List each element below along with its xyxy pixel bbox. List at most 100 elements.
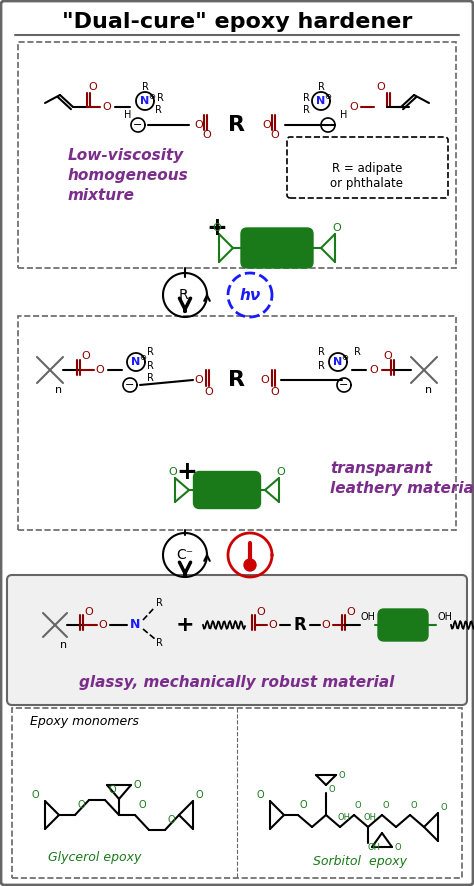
Text: Glycerol epoxy: Glycerol epoxy — [48, 851, 142, 865]
Text: −: − — [125, 380, 135, 390]
Text: R: R — [155, 638, 163, 648]
Text: O: O — [383, 351, 392, 361]
Text: R: R — [318, 82, 324, 92]
Bar — [18, 42, 456, 268]
Text: H: H — [124, 110, 132, 120]
Text: O: O — [350, 102, 358, 112]
Text: O: O — [346, 607, 356, 617]
Text: ⊕: ⊕ — [148, 91, 155, 100]
FancyBboxPatch shape — [7, 575, 467, 705]
Text: +: + — [207, 216, 228, 240]
Text: O: O — [271, 387, 279, 397]
Text: R: R — [228, 115, 246, 135]
Text: O: O — [339, 771, 346, 780]
Bar — [18, 316, 456, 530]
Text: −: − — [133, 120, 143, 130]
Text: O: O — [277, 467, 285, 477]
Text: OH: OH — [438, 612, 453, 622]
Text: leathery material: leathery material — [330, 480, 474, 495]
Text: O: O — [383, 800, 389, 810]
Text: ⊕: ⊕ — [139, 353, 146, 361]
Text: O: O — [96, 365, 104, 375]
FancyBboxPatch shape — [241, 228, 313, 268]
Text: Low-viscosity: Low-viscosity — [68, 147, 184, 162]
Text: O: O — [333, 223, 341, 233]
Text: O: O — [377, 82, 385, 92]
Text: ⊕: ⊕ — [341, 353, 348, 361]
Text: R: R — [155, 598, 163, 608]
Text: homogeneous: homogeneous — [68, 167, 189, 183]
Text: O: O — [133, 780, 141, 790]
Text: "Dual-cure" epoxy hardener: "Dual-cure" epoxy hardener — [62, 12, 412, 32]
Text: R: R — [354, 347, 360, 357]
Text: O: O — [271, 130, 279, 140]
Text: O: O — [195, 790, 203, 800]
Text: O: O — [322, 620, 330, 630]
Text: Sorbitol  epoxy: Sorbitol epoxy — [313, 856, 407, 868]
Text: OH: OH — [337, 813, 350, 822]
Text: O: O — [103, 102, 111, 112]
Text: N: N — [333, 357, 343, 367]
Text: O: O — [77, 800, 85, 810]
Text: OH: OH — [361, 612, 375, 622]
Text: O: O — [195, 375, 203, 385]
Text: N: N — [130, 618, 140, 632]
Text: O: O — [355, 800, 361, 810]
Text: O: O — [138, 800, 146, 810]
Text: O: O — [108, 785, 116, 795]
Text: R: R — [228, 370, 246, 390]
Text: R: R — [318, 347, 324, 357]
Text: O: O — [82, 351, 91, 361]
Text: R: R — [146, 347, 154, 357]
Text: O: O — [370, 365, 378, 375]
FancyBboxPatch shape — [193, 471, 261, 509]
Text: −: − — [323, 120, 333, 130]
Text: n: n — [426, 385, 433, 395]
Text: O: O — [195, 120, 203, 130]
Text: R: R — [146, 361, 154, 371]
Text: O: O — [167, 815, 175, 825]
Text: R: R — [302, 93, 310, 103]
Text: O: O — [269, 620, 277, 630]
Text: O: O — [410, 800, 417, 810]
Text: O: O — [299, 800, 307, 810]
Text: ⊕: ⊕ — [325, 91, 331, 100]
Text: OH: OH — [364, 813, 376, 822]
Text: O: O — [256, 607, 265, 617]
Text: H: H — [340, 110, 348, 120]
Text: N: N — [140, 96, 150, 106]
Text: n: n — [60, 640, 67, 650]
Text: R: R — [318, 361, 324, 371]
Text: O: O — [169, 467, 177, 477]
Text: R.: R. — [178, 288, 192, 302]
Text: R: R — [146, 373, 154, 383]
Text: +: + — [176, 460, 198, 484]
Text: transparant: transparant — [330, 461, 432, 476]
Text: O: O — [99, 620, 108, 630]
Text: O: O — [85, 607, 93, 617]
Text: N: N — [316, 96, 326, 106]
Text: R: R — [156, 93, 164, 103]
Text: Epoxy monomers: Epoxy monomers — [30, 716, 139, 728]
Text: glassy, mechanically robust material: glassy, mechanically robust material — [79, 674, 395, 689]
FancyBboxPatch shape — [378, 609, 428, 641]
Text: O: O — [261, 375, 269, 385]
Text: O: O — [395, 843, 401, 851]
Text: R = adipate: R = adipate — [332, 161, 402, 175]
Text: O: O — [31, 790, 39, 800]
Text: O: O — [263, 120, 272, 130]
Text: R: R — [293, 616, 306, 634]
Text: C⁻: C⁻ — [176, 548, 193, 562]
Text: O: O — [205, 387, 213, 397]
Text: +: + — [176, 615, 194, 635]
Text: O: O — [89, 82, 97, 92]
Text: O: O — [213, 223, 221, 233]
Text: −: − — [339, 380, 349, 390]
Text: R: R — [302, 105, 310, 115]
Text: R: R — [155, 105, 162, 115]
Text: n: n — [55, 385, 62, 395]
Text: N: N — [131, 357, 141, 367]
Text: hν: hν — [239, 287, 261, 302]
Text: mixture: mixture — [68, 188, 135, 203]
Text: OH: OH — [367, 843, 381, 851]
